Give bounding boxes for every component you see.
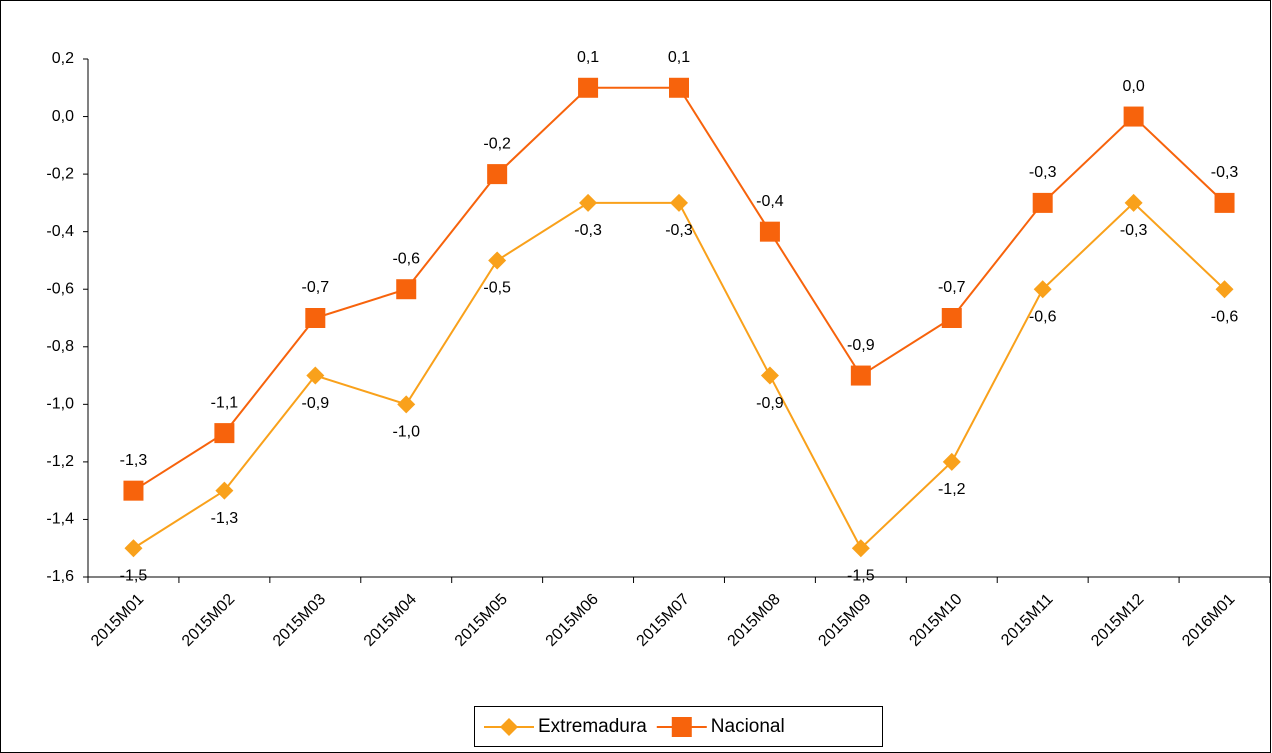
data-point bbox=[850, 365, 871, 386]
data-label: -1,5 bbox=[847, 567, 875, 584]
y-tick-label: -0,6 bbox=[46, 280, 74, 297]
data-point bbox=[396, 279, 417, 300]
data-point bbox=[397, 395, 416, 414]
data-point bbox=[124, 539, 143, 558]
data-label: -0,7 bbox=[302, 279, 330, 296]
legend: Extremadura Nacional bbox=[474, 706, 883, 747]
data-label: -0,5 bbox=[483, 280, 511, 297]
data-label: -1,2 bbox=[938, 481, 966, 498]
data-point bbox=[123, 480, 144, 501]
data-point bbox=[487, 164, 508, 185]
data-point bbox=[579, 193, 598, 212]
data-point bbox=[670, 193, 688, 212]
y-tick-label: -1,2 bbox=[46, 453, 74, 470]
data-label: -0,3 bbox=[665, 222, 693, 239]
data-label: -0,3 bbox=[574, 222, 602, 239]
data-point bbox=[760, 366, 779, 385]
data-label: -0,6 bbox=[1029, 308, 1057, 325]
y-tick-label: -0,2 bbox=[46, 165, 74, 182]
data-label: -0,2 bbox=[483, 135, 511, 152]
data-point bbox=[1032, 192, 1053, 213]
data-point bbox=[306, 366, 325, 385]
data-label: -1,0 bbox=[392, 424, 420, 441]
data-point bbox=[1214, 192, 1235, 213]
legend-label: Extremadura bbox=[538, 716, 647, 737]
data-point bbox=[669, 77, 689, 98]
legend-marker bbox=[671, 717, 692, 737]
y-tick-label: -0,4 bbox=[46, 223, 74, 240]
legend-marker bbox=[500, 718, 518, 736]
data-point bbox=[214, 423, 235, 444]
data-point bbox=[305, 308, 326, 328]
y-tick-label: -1,4 bbox=[46, 511, 74, 528]
y-tick-label: -1,6 bbox=[46, 568, 74, 585]
data-label: -0,3 bbox=[1211, 164, 1239, 181]
data-label: -0,6 bbox=[1211, 308, 1239, 325]
data-point bbox=[578, 77, 599, 98]
y-tick-label: 0,2 bbox=[52, 50, 74, 67]
data-label: 0,1 bbox=[577, 49, 599, 66]
data-label: -0,6 bbox=[392, 250, 420, 267]
data-label: -0,9 bbox=[847, 337, 875, 354]
data-point bbox=[1124, 193, 1143, 212]
data-point bbox=[488, 251, 507, 270]
data-label: -1,3 bbox=[120, 452, 148, 469]
data-point bbox=[851, 539, 870, 558]
y-tick-label: -0,8 bbox=[46, 338, 74, 355]
data-label: -1,3 bbox=[211, 510, 239, 527]
data-point bbox=[215, 481, 234, 500]
data-point bbox=[1215, 280, 1234, 299]
data-label: 0,1 bbox=[668, 49, 690, 66]
data-label: -0,3 bbox=[1120, 222, 1148, 239]
data-label: -1,5 bbox=[120, 567, 148, 584]
data-point bbox=[1033, 280, 1052, 299]
y-tick-label: -1,0 bbox=[46, 396, 74, 413]
data-point bbox=[1123, 106, 1144, 127]
data-label: -0,9 bbox=[756, 395, 784, 412]
data-label: -0,4 bbox=[756, 193, 784, 210]
legend-label: Nacional bbox=[711, 716, 785, 737]
data-label: -0,3 bbox=[1029, 164, 1057, 181]
data-point bbox=[759, 221, 780, 242]
data-label: -0,9 bbox=[302, 395, 330, 412]
data-point bbox=[942, 452, 961, 471]
data-point bbox=[941, 308, 962, 328]
y-tick-label: 0,0 bbox=[52, 108, 74, 125]
data-label: -1,1 bbox=[211, 394, 239, 411]
data-label: 0,0 bbox=[1122, 78, 1144, 95]
data-label: -0,7 bbox=[938, 279, 966, 296]
